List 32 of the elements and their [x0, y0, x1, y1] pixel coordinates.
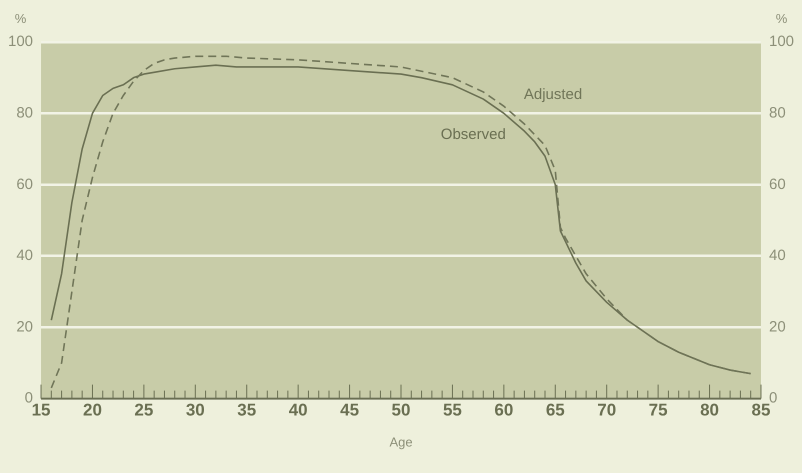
y-tick-label: 20: [16, 318, 34, 336]
x-tick-label: 65: [546, 400, 565, 420]
y2-tick-label: 100: [768, 33, 794, 50]
x-tick-label: 85: [752, 400, 770, 420]
y-tick-label: 0: [24, 390, 34, 407]
y-tick-label: 100: [8, 33, 34, 50]
y2-tick-label: 80: [768, 104, 786, 122]
x-tick-label: 75: [648, 400, 668, 420]
series-label: Observed: [440, 126, 506, 143]
y2-axis-title: %: [776, 11, 788, 26]
y-axis-title: %: [14, 11, 27, 26]
x-tick-label: 25: [134, 400, 154, 420]
y2-tick-label: 60: [768, 176, 786, 193]
x-tick-label: 15: [32, 400, 50, 420]
y2-tick-label: 40: [768, 247, 786, 264]
x-axis-title: Age: [389, 434, 413, 450]
x-tick-label: 70: [597, 400, 616, 420]
y-tick-label: 40: [16, 247, 34, 264]
y2-tick-label: 20: [768, 318, 786, 336]
x-tick-label: 60: [494, 400, 514, 420]
x-tick-label: 50: [392, 400, 410, 420]
x-tick-label: 45: [340, 400, 360, 420]
y-tick-label: 80: [16, 104, 34, 122]
x-tick-label: 55: [442, 400, 462, 420]
x-tick-label: 30: [186, 400, 205, 420]
x-tick-label: 80: [700, 400, 720, 420]
y2-tick-label: 0: [768, 390, 778, 407]
series-label: Adjusted: [524, 86, 582, 103]
x-tick-label: 35: [237, 400, 256, 420]
y-tick-label: 60: [16, 176, 34, 193]
x-tick-label: 40: [288, 400, 308, 420]
x-tick-label: 20: [82, 400, 102, 420]
